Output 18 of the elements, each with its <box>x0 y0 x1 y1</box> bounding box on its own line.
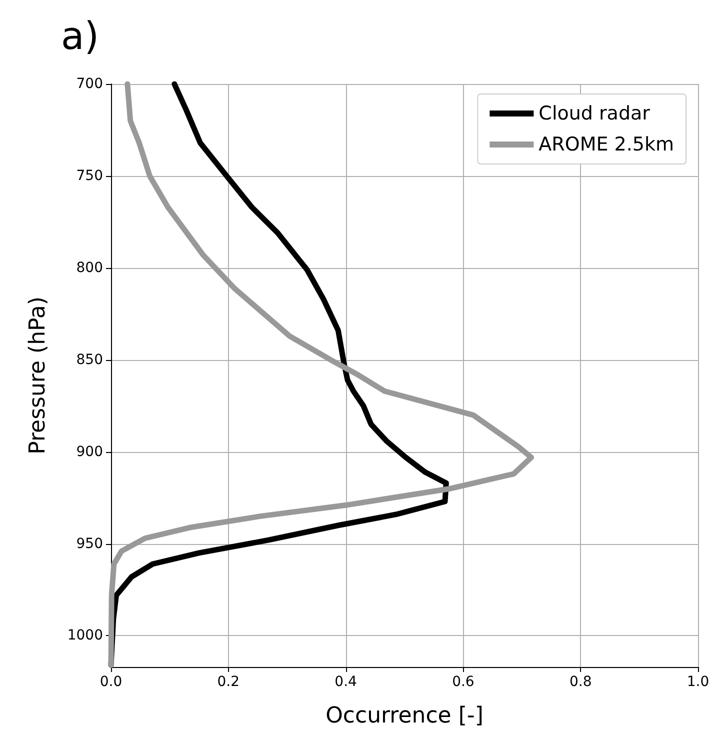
y-tick-label: 1000 <box>67 628 103 644</box>
x-tick-label: 0.6 <box>452 674 474 690</box>
legend-label: AROME 2.5km <box>538 134 674 156</box>
x-tick-label: 0.4 <box>334 674 358 690</box>
y-tick-label: 750 <box>76 168 103 184</box>
y-tick-label: 700 <box>76 76 103 92</box>
x-tick-label: 0.8 <box>569 674 592 690</box>
chart-title: a) <box>61 14 100 58</box>
legend-label: Cloud radar <box>538 102 650 124</box>
y-tick-label: 900 <box>76 444 103 460</box>
y-tick-label: 800 <box>76 260 103 276</box>
x-axis-title: Occurrence [-] <box>326 704 484 728</box>
y-tick-label: 950 <box>76 536 103 552</box>
x-tick-label: 0.0 <box>100 674 122 690</box>
y-axis-title: Pressure (hPa) <box>26 296 50 454</box>
x-tick-label: 1.0 <box>686 674 710 690</box>
x-tick-label: 0.2 <box>217 674 240 690</box>
y-tick-label: 850 <box>76 352 103 368</box>
